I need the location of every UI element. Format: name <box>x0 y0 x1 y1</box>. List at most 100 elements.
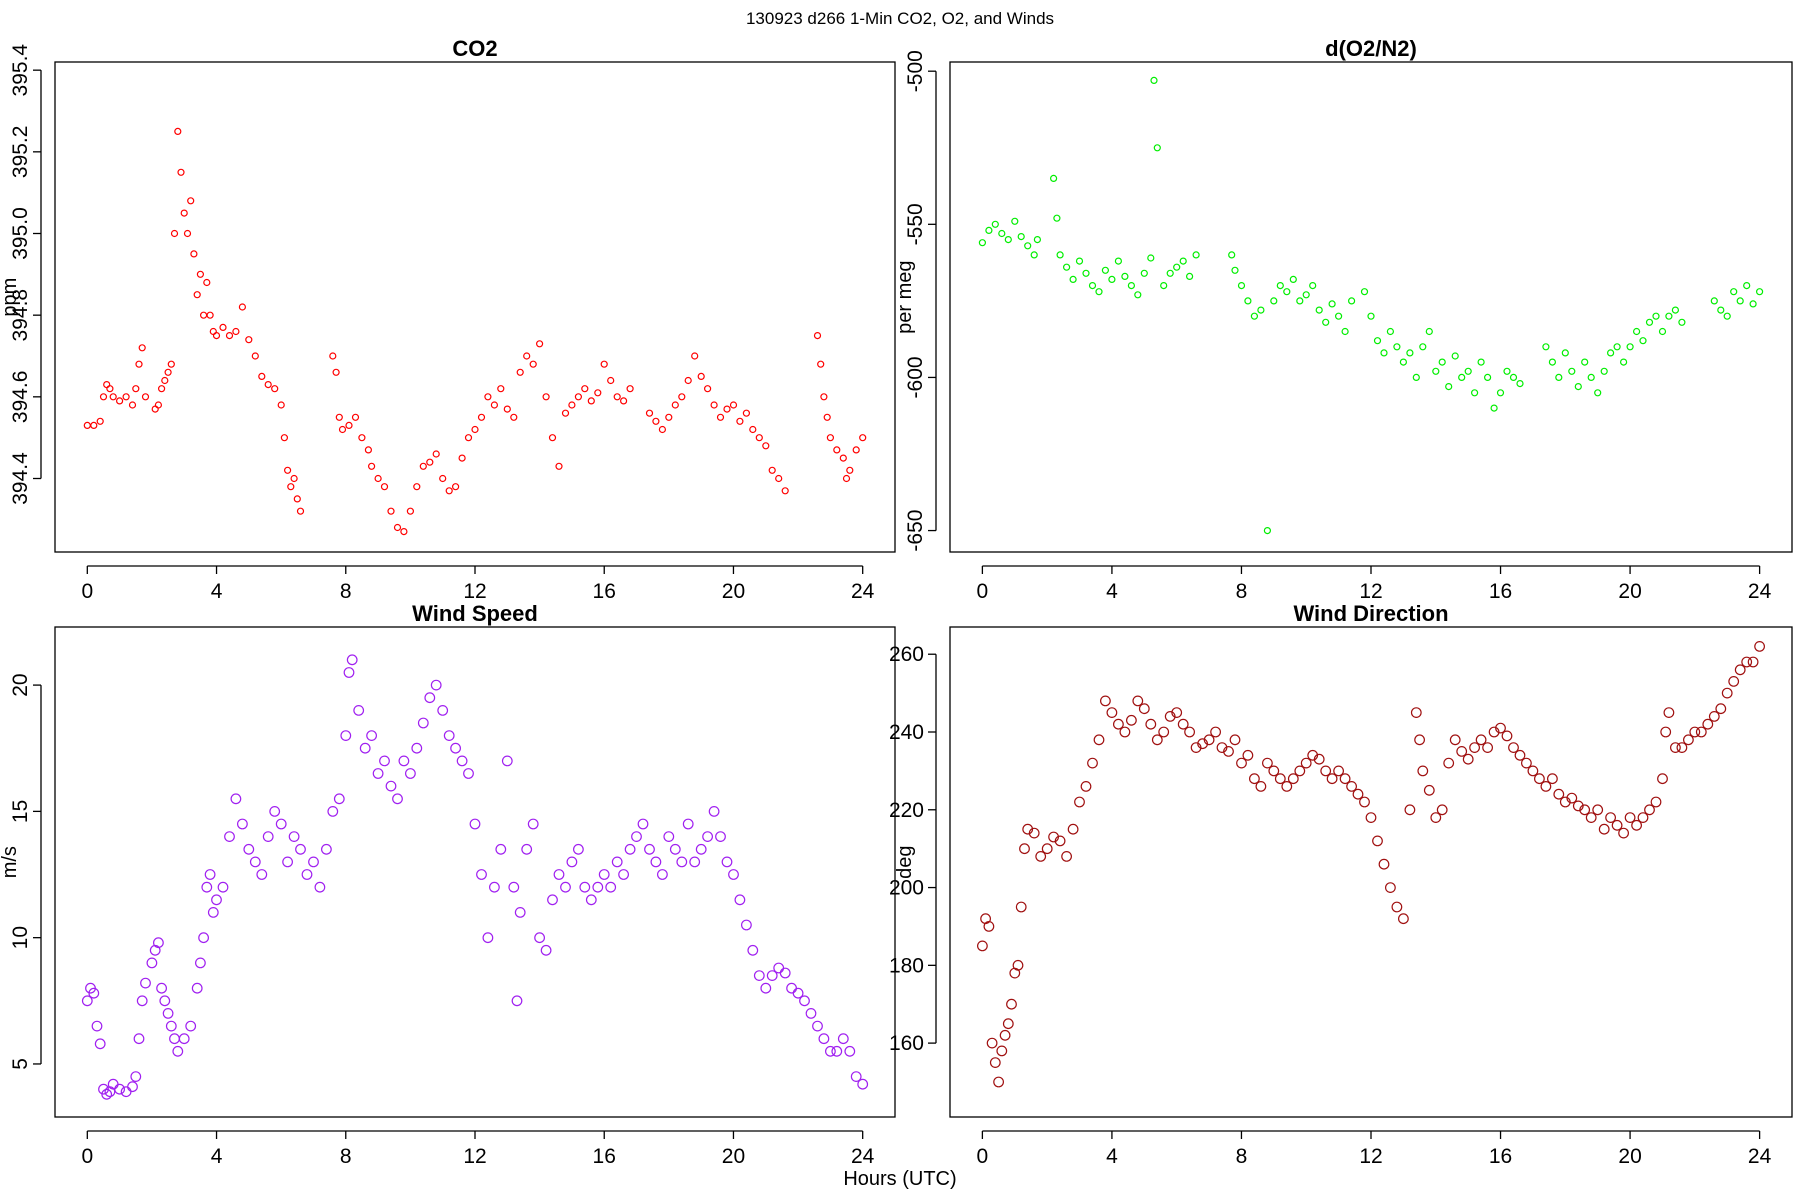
wind-direction-data-point <box>1404 804 1416 816</box>
o2-data-point <box>1150 76 1158 85</box>
wind-speed-data-point <box>689 856 701 868</box>
wind-speed-data-point <box>372 768 384 779</box>
co2-y-tick-label: 394.4 <box>9 452 32 505</box>
wind-speed-x-tick-label: 24 <box>851 1145 875 1168</box>
wind-speed-data-point <box>702 831 713 842</box>
co2-plot-frame <box>54 61 896 553</box>
co2-data-point <box>619 397 628 405</box>
co2-data-point <box>561 409 570 417</box>
wind-speed-data-point <box>721 856 733 868</box>
wind-speed-data-point <box>398 755 410 767</box>
co2-data-point <box>209 327 217 336</box>
wind-speed-data-point <box>172 1045 184 1057</box>
o2-data-point <box>1011 217 1019 225</box>
wind-speed-data-point <box>405 768 416 779</box>
co2-data-point <box>839 454 847 462</box>
wind-direction-data-point <box>1514 749 1526 761</box>
co2-data-point <box>781 487 789 495</box>
wind-direction-data-point <box>1482 742 1493 753</box>
wind-direction-y-axis-label: deg <box>894 846 916 879</box>
wind-direction-data-point <box>1300 757 1312 769</box>
wind-direction-data-point <box>1248 773 1260 785</box>
wind-speed-data-point <box>411 742 423 754</box>
co2-data-point <box>296 507 305 515</box>
wind-direction-data-point <box>1508 742 1519 753</box>
wind-speed-data-point <box>437 705 449 716</box>
wind-direction-data-point <box>1106 707 1118 718</box>
o2-data-point <box>1185 272 1194 280</box>
o2-data-point <box>1568 367 1576 375</box>
wind-direction-data-point <box>1741 656 1753 668</box>
wind-direction-data-point <box>1281 781 1293 792</box>
wind-direction-data-point <box>1540 781 1552 792</box>
o2-data-point <box>1192 251 1200 259</box>
o2-data-point <box>1561 349 1569 357</box>
co2-x-tick-label: 24 <box>851 580 875 603</box>
co2-data-point <box>203 278 211 287</box>
co2-data-point <box>177 168 185 176</box>
o2-data-point <box>1166 269 1174 277</box>
o2-data-point <box>1263 526 1272 535</box>
wind-speed-data-point <box>392 793 403 805</box>
wind-speed-data-point <box>366 730 378 741</box>
co2-data-point <box>277 401 285 409</box>
wind-direction-data-point <box>1255 781 1267 792</box>
o2-data-point <box>1470 389 1479 397</box>
wind-direction-data-point <box>1184 726 1195 738</box>
wind-speed-data-point <box>792 987 804 999</box>
wind-speed-data-point <box>353 705 365 716</box>
co2-data-point <box>458 454 466 462</box>
panel-wind-speed: Wind Speed 0 4 8 12 16 20 24 5 10 15 20 m/s <box>0 601 896 1168</box>
co2-data-point <box>510 413 518 421</box>
wind-direction-x-tick-label: 24 <box>1748 1145 1772 1168</box>
wind-speed-data-point <box>501 755 513 767</box>
co2-y-tick-label: 395.4 <box>9 44 32 97</box>
wind-direction-data-point <box>1384 882 1396 893</box>
wind-speed-data-point <box>657 869 668 880</box>
wind-speed-data-point <box>191 982 203 994</box>
co2-data-point <box>671 401 679 409</box>
o2-data-point <box>1276 282 1284 290</box>
o2-data-point <box>1315 306 1323 314</box>
figure-xlabel: Hours (UTC) <box>843 1168 956 1190</box>
co2-data-point <box>225 332 234 340</box>
wind-speed-data-point <box>314 881 326 893</box>
o2-data-point <box>1283 288 1291 296</box>
o2-data-point <box>1380 349 1388 357</box>
co2-data-point <box>710 401 718 409</box>
co2-data-point <box>852 446 860 454</box>
wind-speed-x-tick-label: 8 <box>340 1145 352 1168</box>
co2-data-point <box>742 409 751 417</box>
o2-data-point <box>1147 254 1155 262</box>
panel-o2: d(O2/N2) 0 4 8 12 16 20 24 -650 -600 -550 -500 per m… <box>894 36 1793 603</box>
wind-direction-data-point <box>977 940 988 952</box>
o2-data-point <box>1347 297 1356 305</box>
co2-data-point <box>691 352 699 360</box>
o2-data-point <box>1289 275 1297 283</box>
co2-data-point <box>755 434 763 442</box>
wind-direction-data-point <box>1566 792 1578 804</box>
o2-data-point <box>1509 373 1518 381</box>
o2-title: d(O2/N2) <box>1325 36 1417 61</box>
wind-direction-data-point <box>1203 734 1215 746</box>
wind-direction-y-tick-label: 240 <box>889 721 924 744</box>
o2-data-point <box>1548 358 1557 366</box>
wind-speed-data-point <box>779 967 791 979</box>
wind-direction-data-point <box>1099 695 1111 707</box>
o2-data-point <box>1671 306 1680 314</box>
wind-speed-data-point <box>282 856 294 868</box>
wind-direction-data-point <box>1456 746 1468 757</box>
wind-speed-data-point <box>133 1033 145 1045</box>
o2-data-point <box>1581 358 1589 366</box>
o2-data-point <box>1645 318 1654 326</box>
co2-data-point <box>477 413 486 421</box>
co2-data-point <box>106 385 114 393</box>
wind-direction-data-point <box>1313 753 1325 765</box>
wind-direction-data-point <box>1533 773 1545 785</box>
wind-speed-x-tick-label: 4 <box>211 1145 223 1168</box>
o2-data-point <box>1257 306 1265 314</box>
wind-direction-data-point <box>1067 823 1079 835</box>
wind-speed-data-point <box>120 1086 132 1098</box>
wind-speed-data-point <box>156 982 168 994</box>
co2-data-point <box>406 507 414 515</box>
